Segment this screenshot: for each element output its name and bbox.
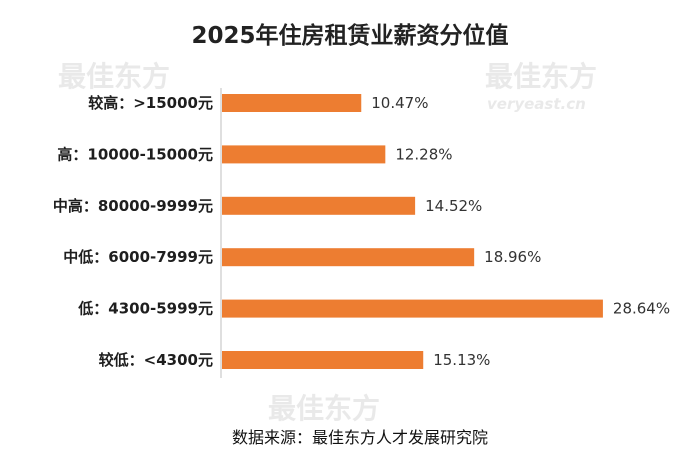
- category-label: 低：4300-5999元: [77, 300, 213, 318]
- watermark-text: 最佳东方: [58, 60, 170, 93]
- value-label: 12.28%: [395, 145, 452, 163]
- watermark-text: 最佳东方: [268, 392, 380, 425]
- watermark-text: 最佳东方: [485, 60, 597, 93]
- watermark-domain: veryeast.cn: [487, 95, 586, 113]
- data-source-note: 数据来源：最佳东方人才发展研究院: [232, 428, 488, 447]
- value-label: 28.64%: [613, 300, 670, 318]
- category-label: 中高：80000-9999元: [53, 197, 213, 215]
- chart-title: 2025年住房租赁业薪资分位值: [191, 22, 508, 49]
- bar: [222, 248, 475, 267]
- category-label: 较高：>15000元: [88, 94, 213, 112]
- category-label: 高：10000-15000元: [57, 145, 213, 163]
- value-label: 15.13%: [433, 351, 490, 369]
- value-label: 18.96%: [484, 248, 541, 266]
- value-label: 14.52%: [425, 197, 482, 215]
- bar: [222, 299, 603, 318]
- bar: [222, 145, 386, 164]
- value-label: 10.47%: [371, 94, 428, 112]
- bar: [222, 94, 362, 112]
- bar: [222, 351, 424, 369]
- category-label: 中低：6000-7999元: [63, 248, 213, 266]
- bars-group: 较高：>15000元 10.47% 高：10000-15000元 12.28% 中高：8…: [53, 94, 670, 369]
- bar: [222, 196, 416, 215]
- category-label: 较低：<4300元: [99, 351, 213, 369]
